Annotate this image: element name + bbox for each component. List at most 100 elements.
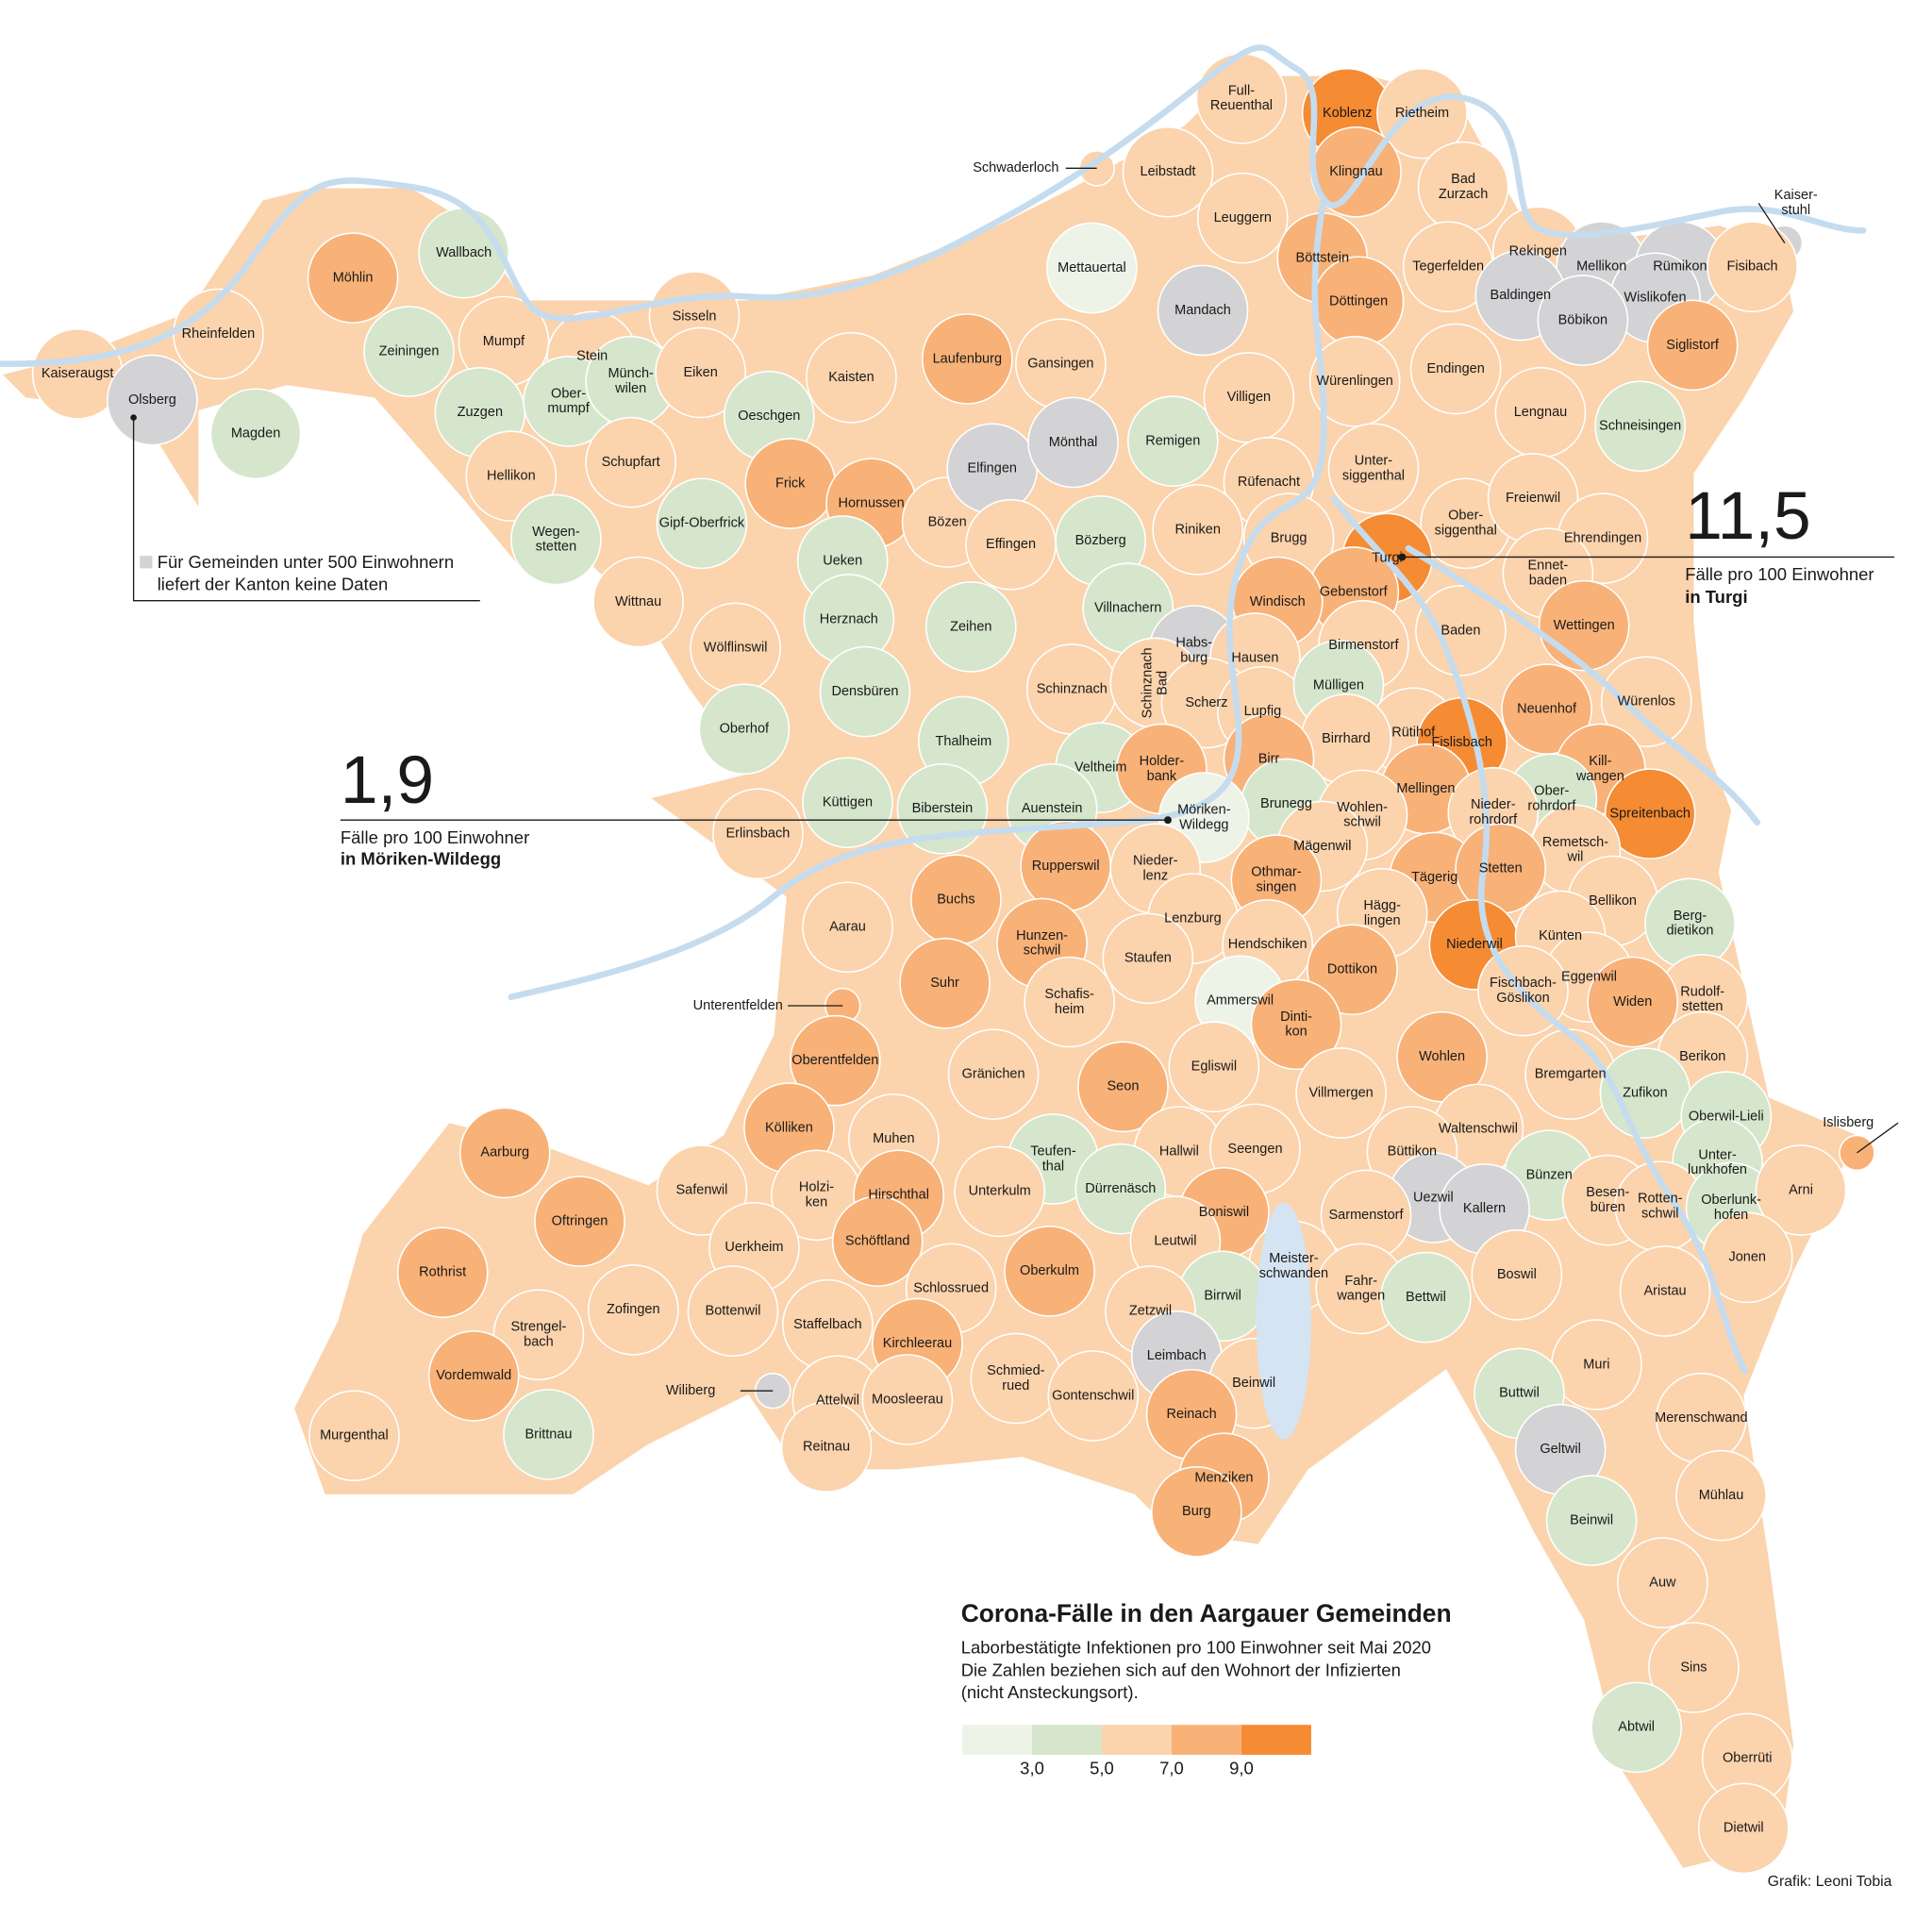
municipality-label: Seengen	[1227, 1142, 1282, 1157]
municipality-label: Nieder-	[1133, 854, 1178, 869]
municipality-area	[503, 1389, 594, 1480]
municipality-label: Bünzen	[1526, 1168, 1573, 1183]
municipality-label: Aarburg	[480, 1145, 529, 1160]
municipality-label: Elfingen	[968, 461, 1017, 476]
municipality-label: Menziken	[1194, 1471, 1253, 1486]
municipality-label: Hendschiken	[1228, 937, 1307, 952]
municipality-label: Aarau	[829, 920, 866, 935]
municipality-area	[831, 1195, 924, 1288]
legend-swatch	[1241, 1725, 1311, 1755]
municipality-area	[1102, 912, 1194, 1005]
municipality-area	[1046, 222, 1138, 314]
municipality-label: Ober-	[1534, 784, 1569, 799]
municipality-label: Oftringen	[552, 1213, 608, 1228]
title: Corona-Fälle in den Aargauer Gemeinden	[961, 1599, 1452, 1627]
municipality-label: Laufenburg	[933, 351, 1002, 366]
municipality-label: Rümikon	[1653, 259, 1707, 275]
municipality-label: Beinwil	[1570, 1512, 1613, 1527]
municipality-label: Hallwil	[1159, 1143, 1199, 1159]
municipality-area	[1697, 1782, 1790, 1875]
municipality-label: Neuenhof	[1517, 701, 1577, 716]
municipality-label: Sins	[1680, 1660, 1707, 1675]
municipality-label: schwil	[1641, 1206, 1679, 1221]
municipality-label: Gipf-Oberfrick	[659, 516, 745, 531]
municipality-label: Ammerswil	[1207, 993, 1274, 1009]
municipality-label: Bad	[1156, 671, 1171, 695]
municipality-area	[587, 1263, 679, 1356]
municipality-label: Unterkulm	[969, 1184, 1031, 1199]
municipality-label: rohrdorf	[1527, 799, 1576, 814]
municipality-area	[1537, 275, 1629, 366]
municipality-label: Burg	[1182, 1504, 1211, 1519]
municipality-label: rohrdorf	[1469, 812, 1518, 827]
municipality-label: Küttigen	[823, 795, 873, 810]
municipality-label: Möhlin	[333, 270, 374, 285]
municipality-label: Dottikon	[1327, 962, 1377, 977]
municipality-label: Kaiser-	[1774, 188, 1818, 203]
municipality-label: Seon	[1107, 1079, 1139, 1094]
municipality-label: Eggenwil	[1561, 969, 1617, 984]
municipality-label: Lengnau	[1514, 405, 1568, 420]
municipality-label: Büttikon	[1388, 1143, 1437, 1159]
municipality-label: Villigen	[1227, 390, 1272, 405]
municipality-label: Wegen-	[532, 525, 580, 540]
municipality-label: Rudolf-	[1680, 984, 1724, 999]
municipality-label: Oberkulm	[1020, 1263, 1079, 1278]
municipality-label: Schinznach	[1141, 647, 1156, 718]
municipality-label: Dürrenäsch	[1085, 1181, 1156, 1196]
municipality-label: Oberrüti	[1723, 1751, 1772, 1766]
legend: 3,0 5,0 7,0 9,0	[962, 1725, 1311, 1778]
municipality-label: Mettauertal	[1058, 260, 1126, 275]
municipality-label: Abtwil	[1618, 1720, 1655, 1735]
municipality-area	[1471, 1228, 1563, 1321]
municipality-label: Kallern	[1463, 1201, 1506, 1216]
municipality-area	[1604, 768, 1696, 859]
river-reuss	[1330, 495, 1748, 1375]
municipality-area	[209, 388, 302, 480]
municipality-area	[780, 1401, 873, 1493]
municipality-area	[1122, 125, 1214, 218]
municipality-area	[307, 232, 399, 324]
municipality-area	[492, 1289, 585, 1381]
municipality-area	[1077, 1041, 1169, 1133]
municipality-label: Suhr	[930, 976, 959, 991]
no-data-swatch	[140, 556, 153, 569]
municipality-area	[585, 416, 677, 509]
municipality-label: Lenzburg	[1164, 910, 1222, 926]
municipality-label: Herznach	[820, 611, 878, 626]
municipality-label: Hausen	[1231, 650, 1278, 665]
municipality-label: Schupfart	[602, 455, 660, 470]
municipality-label: Siglistorf	[1666, 338, 1720, 353]
municipality-label: Teufen-	[1030, 1143, 1076, 1159]
municipality-label: Birrhard	[1322, 731, 1371, 746]
legend-tick-label: 3,0	[1020, 1759, 1044, 1778]
municipality-label: Möriken-	[1177, 802, 1231, 817]
legend-swatch	[1171, 1725, 1241, 1755]
municipality-label: Schlossrued	[913, 1281, 989, 1296]
leader-dot	[1164, 816, 1172, 825]
municipality-area	[1617, 1537, 1708, 1628]
municipality-label: Vordemwald	[436, 1368, 511, 1383]
legend-tick-label: 5,0	[1090, 1759, 1114, 1778]
leader-dot	[130, 414, 137, 421]
municipality-label: Brugg	[1271, 531, 1307, 546]
municipality-area	[954, 1145, 1046, 1238]
subtitle: Die Zahlen beziehen sich auf den Wohnort…	[961, 1660, 1401, 1679]
municipality-label: Wittnau	[615, 594, 661, 609]
municipality-label: Gontenschwil	[1052, 1388, 1134, 1403]
municipality-label: Birrwil	[1204, 1289, 1241, 1304]
municipality-label: Erlinsbach	[726, 826, 791, 842]
municipality-label: Safenwil	[676, 1182, 728, 1197]
legend-swatch	[1032, 1725, 1102, 1755]
municipality-area	[1295, 1047, 1387, 1139]
municipality-label: Remigen	[1145, 433, 1200, 448]
municipality-area	[656, 1144, 748, 1236]
municipality-label: Oberentfelden	[791, 1053, 878, 1068]
municipality-label: Sisseln	[673, 309, 717, 324]
municipality-label: Magden	[231, 426, 280, 442]
municipality-area	[1648, 1622, 1740, 1713]
municipality-label: Böttstein	[1296, 250, 1349, 265]
municipality-label: Leibstadt	[1141, 164, 1196, 179]
municipality-label: Jonen	[1728, 1250, 1766, 1265]
municipality-area	[1307, 924, 1398, 1016]
